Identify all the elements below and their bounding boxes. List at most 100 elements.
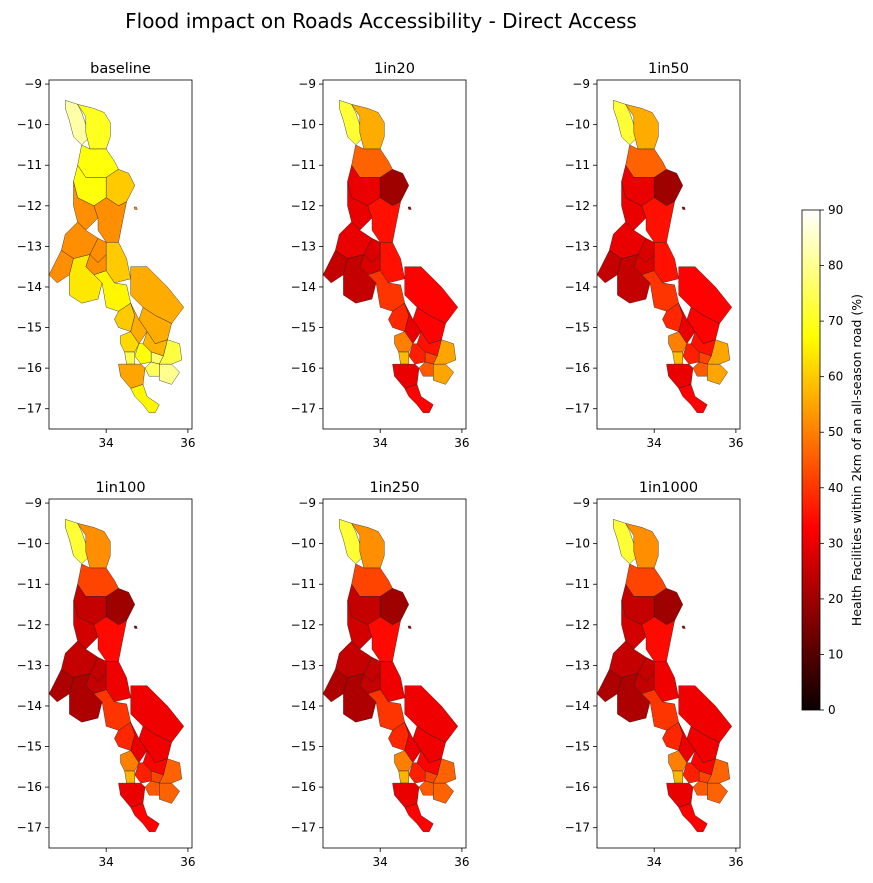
district-chikwawa xyxy=(392,782,420,808)
y-tick-label: −16 xyxy=(291,780,316,794)
y-tick-label: −13 xyxy=(17,239,42,253)
y-tick-label: −16 xyxy=(17,361,42,375)
district-nsanje xyxy=(404,384,434,413)
x-tick-label: 34 xyxy=(373,436,388,450)
district-likoma xyxy=(407,625,412,629)
y-tick-label: −16 xyxy=(17,780,42,794)
y-tick-label: −15 xyxy=(17,321,42,335)
y-tick-label: −10 xyxy=(565,537,590,551)
district-mzimba-s xyxy=(73,181,99,231)
x-tick-label: 36 xyxy=(180,855,195,869)
district-neno xyxy=(668,331,688,353)
y-tick-label: −9 xyxy=(572,496,590,510)
y-tick-label: −17 xyxy=(291,821,316,835)
district-neno xyxy=(394,750,414,772)
district-phalombe xyxy=(707,339,730,365)
colorbar-tick-label: 20 xyxy=(828,592,843,606)
district-chikwawa xyxy=(118,363,146,389)
panel-title: baseline xyxy=(90,61,151,77)
colorbar-tick-label: 70 xyxy=(828,314,843,328)
y-tick-label: −14 xyxy=(291,280,316,294)
district-phalombe xyxy=(433,339,456,365)
y-tick-label: −13 xyxy=(291,658,316,672)
district-salima xyxy=(105,242,131,284)
district-mangochi xyxy=(130,685,185,743)
y-tick-label: −15 xyxy=(17,740,42,754)
district-nkhotakota xyxy=(641,616,675,662)
colorbar-label: Health Facilities within 2km of an all-s… xyxy=(849,294,864,626)
district-chitipa xyxy=(65,100,91,146)
district-nkhotakota xyxy=(367,197,401,243)
y-tick-label: −9 xyxy=(24,77,42,91)
district-nkhotakota xyxy=(93,616,127,662)
y-tick-label: −14 xyxy=(17,699,42,713)
y-tick-label: −17 xyxy=(565,821,590,835)
district-thyolo xyxy=(144,361,160,377)
district-rumphi xyxy=(351,144,393,178)
panel-title: 1in50 xyxy=(648,61,689,77)
y-tick-label: −14 xyxy=(565,280,590,294)
district-nsanje xyxy=(678,803,708,832)
x-tick-label: 36 xyxy=(454,855,469,869)
district-mulanje xyxy=(433,782,454,804)
district-thyolo xyxy=(418,780,434,796)
district-likoma xyxy=(133,206,138,210)
district-neno xyxy=(668,750,688,772)
district-mzimba-s xyxy=(621,600,647,650)
panel-frame xyxy=(322,498,467,849)
district-rumphi xyxy=(77,144,119,178)
colorbar-tick-label: 30 xyxy=(828,536,843,550)
map-panels: baseline −9 −10 −11 −12 −13 −14 −15 −16 −17 34 36 1i… xyxy=(17,61,744,869)
district-chikwawa xyxy=(118,782,146,808)
district-thyolo xyxy=(418,361,434,377)
panel-frame xyxy=(48,498,193,849)
y-tick-label: −11 xyxy=(565,577,590,591)
colorbar-tick-label: 0 xyxy=(828,703,836,717)
panel-frame xyxy=(596,498,741,849)
y-tick-label: −16 xyxy=(565,361,590,375)
district-rumphi xyxy=(625,563,667,597)
y-tick-label: −14 xyxy=(291,699,316,713)
map-panel-1in50: 1in50 −9 −10 −11 −12 −13 −14 −15 −16 −17 34 36 xyxy=(565,61,744,450)
x-tick-label: 34 xyxy=(647,436,662,450)
district-karonga xyxy=(77,104,111,150)
x-tick-label: 36 xyxy=(180,436,195,450)
y-tick-label: −11 xyxy=(291,577,316,591)
x-tick-label: 34 xyxy=(99,436,114,450)
colorbar-ticks: 0 10 20 30 40 50 60 70 80 90 xyxy=(820,203,843,717)
district-mangochi xyxy=(678,685,732,743)
y-tick-label: −9 xyxy=(572,77,590,91)
y-tick-label: −12 xyxy=(291,199,316,213)
y-tick-label: −12 xyxy=(17,199,42,213)
y-tick-label: −10 xyxy=(291,537,316,551)
district-neno xyxy=(394,331,414,353)
x-tick-label: 36 xyxy=(728,436,743,450)
district-thyolo xyxy=(144,780,160,796)
district-salima xyxy=(654,661,679,703)
panel-frame xyxy=(322,79,467,430)
district-rumphi xyxy=(77,563,119,597)
district-neno xyxy=(120,331,140,353)
panel-frame xyxy=(48,79,193,430)
y-tick-label: −17 xyxy=(17,821,42,835)
district-chikwawa xyxy=(392,363,420,389)
district-mwanza xyxy=(124,770,136,784)
colorbar-tick-label: 90 xyxy=(828,203,843,217)
district-chitipa xyxy=(65,519,91,565)
panel-title: 1in100 xyxy=(95,480,145,496)
district-mzimba-s xyxy=(347,600,373,650)
district-salima xyxy=(380,661,405,703)
y-tick-label: −10 xyxy=(17,118,42,132)
district-karonga xyxy=(77,523,111,569)
district-karonga xyxy=(351,104,385,150)
y-tick-label: −13 xyxy=(17,658,42,672)
district-karonga xyxy=(625,523,659,569)
y-tick-label: −16 xyxy=(565,780,590,794)
district-mwanza xyxy=(672,351,683,365)
district-phalombe xyxy=(159,758,183,784)
district-chitipa xyxy=(339,100,365,146)
district-mulanje xyxy=(159,782,180,804)
district-chitipa xyxy=(613,519,639,565)
y-tick-label: −12 xyxy=(291,618,316,632)
district-karonga xyxy=(625,104,659,150)
